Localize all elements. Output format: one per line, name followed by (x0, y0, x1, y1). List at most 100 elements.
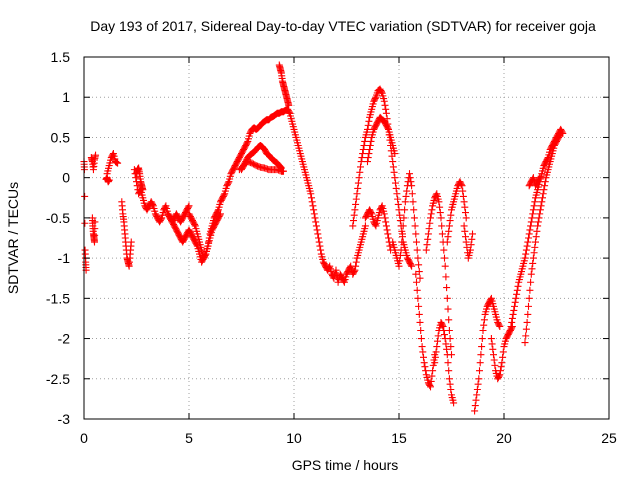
data-point (415, 310, 423, 318)
data-point (412, 230, 420, 238)
data-point (525, 234, 532, 242)
data-point (511, 298, 519, 306)
data-point (381, 101, 389, 109)
data-point (224, 179, 232, 187)
data-point (317, 246, 325, 254)
data-point (467, 241, 475, 249)
data-point (525, 294, 533, 302)
data-point (443, 284, 451, 292)
data-point (434, 332, 442, 340)
data-point (399, 230, 406, 238)
data-point (191, 221, 199, 229)
y-tick-label: 1 (62, 89, 70, 105)
x-axis-label: GPS time / hours (292, 457, 399, 473)
data-point (443, 351, 451, 359)
data-point (409, 198, 417, 206)
data-point (426, 219, 434, 227)
data-point (443, 238, 451, 246)
data-point (523, 318, 531, 326)
data-point (315, 238, 323, 246)
data-point (506, 327, 514, 335)
data-point (527, 278, 535, 286)
data-marks (80, 61, 567, 415)
data-point (495, 372, 503, 380)
plot-frame (83, 56, 610, 420)
data-point (450, 399, 458, 407)
data-point (538, 198, 546, 206)
data-point (364, 154, 372, 162)
data-point (527, 218, 535, 226)
data-point (435, 198, 443, 206)
data-point (536, 210, 544, 218)
data-point (350, 217, 357, 225)
data-point (510, 306, 518, 314)
data-point (434, 337, 441, 345)
data-point (426, 381, 434, 389)
data-point (361, 222, 369, 230)
data-point (396, 211, 404, 219)
data-point (474, 380, 482, 388)
data-point (383, 226, 391, 234)
data-point (496, 371, 504, 379)
data-point (419, 348, 427, 356)
data-point (416, 318, 424, 326)
data-point (415, 261, 423, 269)
data-point (391, 174, 399, 182)
data-point (340, 277, 348, 285)
data-point (393, 190, 401, 198)
series-seg03 (88, 214, 99, 246)
data-point (384, 230, 392, 238)
data-point (491, 361, 499, 369)
data-point (490, 351, 497, 359)
data-point (461, 227, 469, 235)
data-point (444, 233, 452, 241)
data-point (352, 195, 360, 203)
data-point (410, 206, 418, 214)
data-point (414, 294, 422, 302)
series-seg08 (133, 164, 147, 194)
x-tick-label: 20 (496, 430, 512, 446)
data-point (431, 359, 439, 367)
data-point (359, 150, 367, 158)
data-point (386, 242, 394, 250)
series-seg19 (412, 270, 439, 391)
grid (84, 57, 609, 419)
data-point (312, 222, 320, 230)
data-point (422, 367, 430, 375)
data-point (421, 363, 429, 371)
data-point (539, 194, 546, 202)
data-point (488, 340, 496, 348)
data-point (367, 209, 375, 217)
data-point (458, 182, 466, 190)
data-point (532, 238, 539, 246)
data-point (487, 296, 495, 304)
series-seg27 (521, 129, 565, 347)
data-point (445, 375, 453, 383)
data-point (356, 168, 364, 176)
data-point (205, 238, 213, 246)
data-point (91, 231, 99, 239)
data-point (447, 386, 455, 394)
data-point (475, 375, 483, 383)
data-point (412, 270, 420, 278)
data-point (498, 359, 506, 367)
data-point (438, 321, 446, 329)
data-point (313, 226, 321, 234)
data-point (438, 230, 446, 238)
data-point (366, 146, 374, 154)
data-point (371, 221, 379, 229)
data-point (185, 202, 193, 210)
data-point (380, 97, 388, 105)
data-point (401, 206, 409, 214)
data-point (487, 335, 495, 343)
data-point (478, 335, 486, 343)
data-point (461, 203, 469, 211)
data-point (358, 154, 366, 162)
y-tick-label: -2 (58, 331, 71, 347)
data-point (471, 402, 479, 410)
series-seg22 (443, 178, 470, 246)
data-point (535, 175, 543, 183)
data-point (473, 386, 481, 394)
data-point (392, 179, 399, 187)
data-point (537, 202, 545, 210)
